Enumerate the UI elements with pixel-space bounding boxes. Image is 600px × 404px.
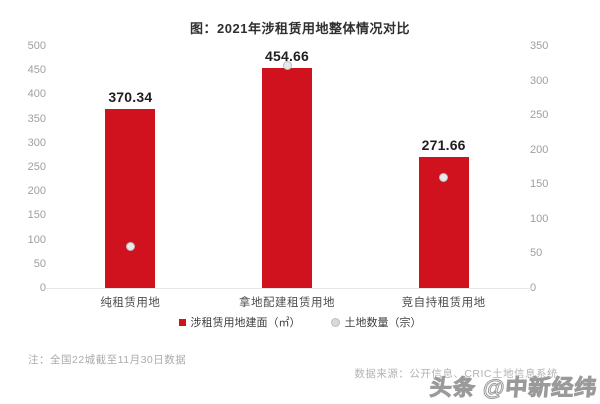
category-label: 竞自持租赁用地 [401, 297, 486, 309]
left-axis-tick: 50 [33, 257, 46, 270]
left-axis-tick: 100 [27, 233, 46, 246]
right-axis-tick: 150 [530, 178, 549, 191]
right-axis-tick: 350 [530, 40, 549, 52]
left-axis-tick: 500 [27, 40, 46, 52]
land-count-dot [125, 242, 135, 251]
left-axis-tick: 150 [27, 209, 46, 222]
bar-value-label: 454.66 [264, 47, 310, 64]
bar-value-label: 271.66 [421, 136, 466, 153]
legend: 涉租赁用地建面（㎡） 土地数量（宗） [0, 314, 600, 330]
legend-item-bar-series: 涉租赁用地建面（㎡） [178, 314, 301, 330]
bar-series-swatch-icon [178, 318, 186, 326]
footnote: 注：全国22城截至11月30日数据 [28, 354, 187, 366]
land-count-dot [439, 172, 449, 182]
right-axis-tick: 0 [530, 282, 537, 294]
right-axis-tick: 250 [530, 109, 549, 122]
bar-value-label: 370.34 [108, 88, 153, 105]
data-source: 数据来源：公开信息、CRIC土地信息系统 [354, 368, 558, 380]
dot-series-swatch-icon [330, 317, 340, 327]
right-axis-tick: 50 [530, 247, 543, 260]
left-axis-tick: 300 [27, 136, 46, 149]
left-axis-tick: 250 [27, 161, 46, 173]
left-axis-tick: 450 [27, 64, 46, 77]
right-axis-tick: 200 [530, 143, 549, 156]
legend-dot-label: 土地数量（宗） [344, 317, 422, 329]
category-label: 拿地配建租赁用地 [239, 297, 335, 309]
legend-item-dot-series: 土地数量（宗） [330, 314, 422, 330]
bar-拿地配建租赁用地 [262, 67, 312, 288]
bar-纯租赁用地 [105, 108, 156, 288]
left-axis-tick: 350 [27, 112, 46, 125]
x-axis-line [46, 288, 532, 289]
left-axis-tick: 400 [27, 88, 46, 101]
left-axis-tick: 200 [27, 185, 46, 198]
legend-bar-label: 涉租赁用地建面（㎡） [190, 317, 301, 329]
right-axis-tick: 300 [530, 74, 549, 87]
land-count-dot [282, 60, 292, 70]
toutiao-watermark: 头条 @中新经纬 [429, 375, 600, 401]
left-axis-tick: 0 [39, 282, 46, 294]
plot-area: 370.34 454.66 271.66 [52, 46, 522, 288]
category-label: 纯租赁用地 [100, 297, 161, 309]
right-axis-tick: 100 [530, 212, 549, 225]
chart-title: 图：2021年涉租赁用地整体情况对比 [190, 21, 410, 36]
